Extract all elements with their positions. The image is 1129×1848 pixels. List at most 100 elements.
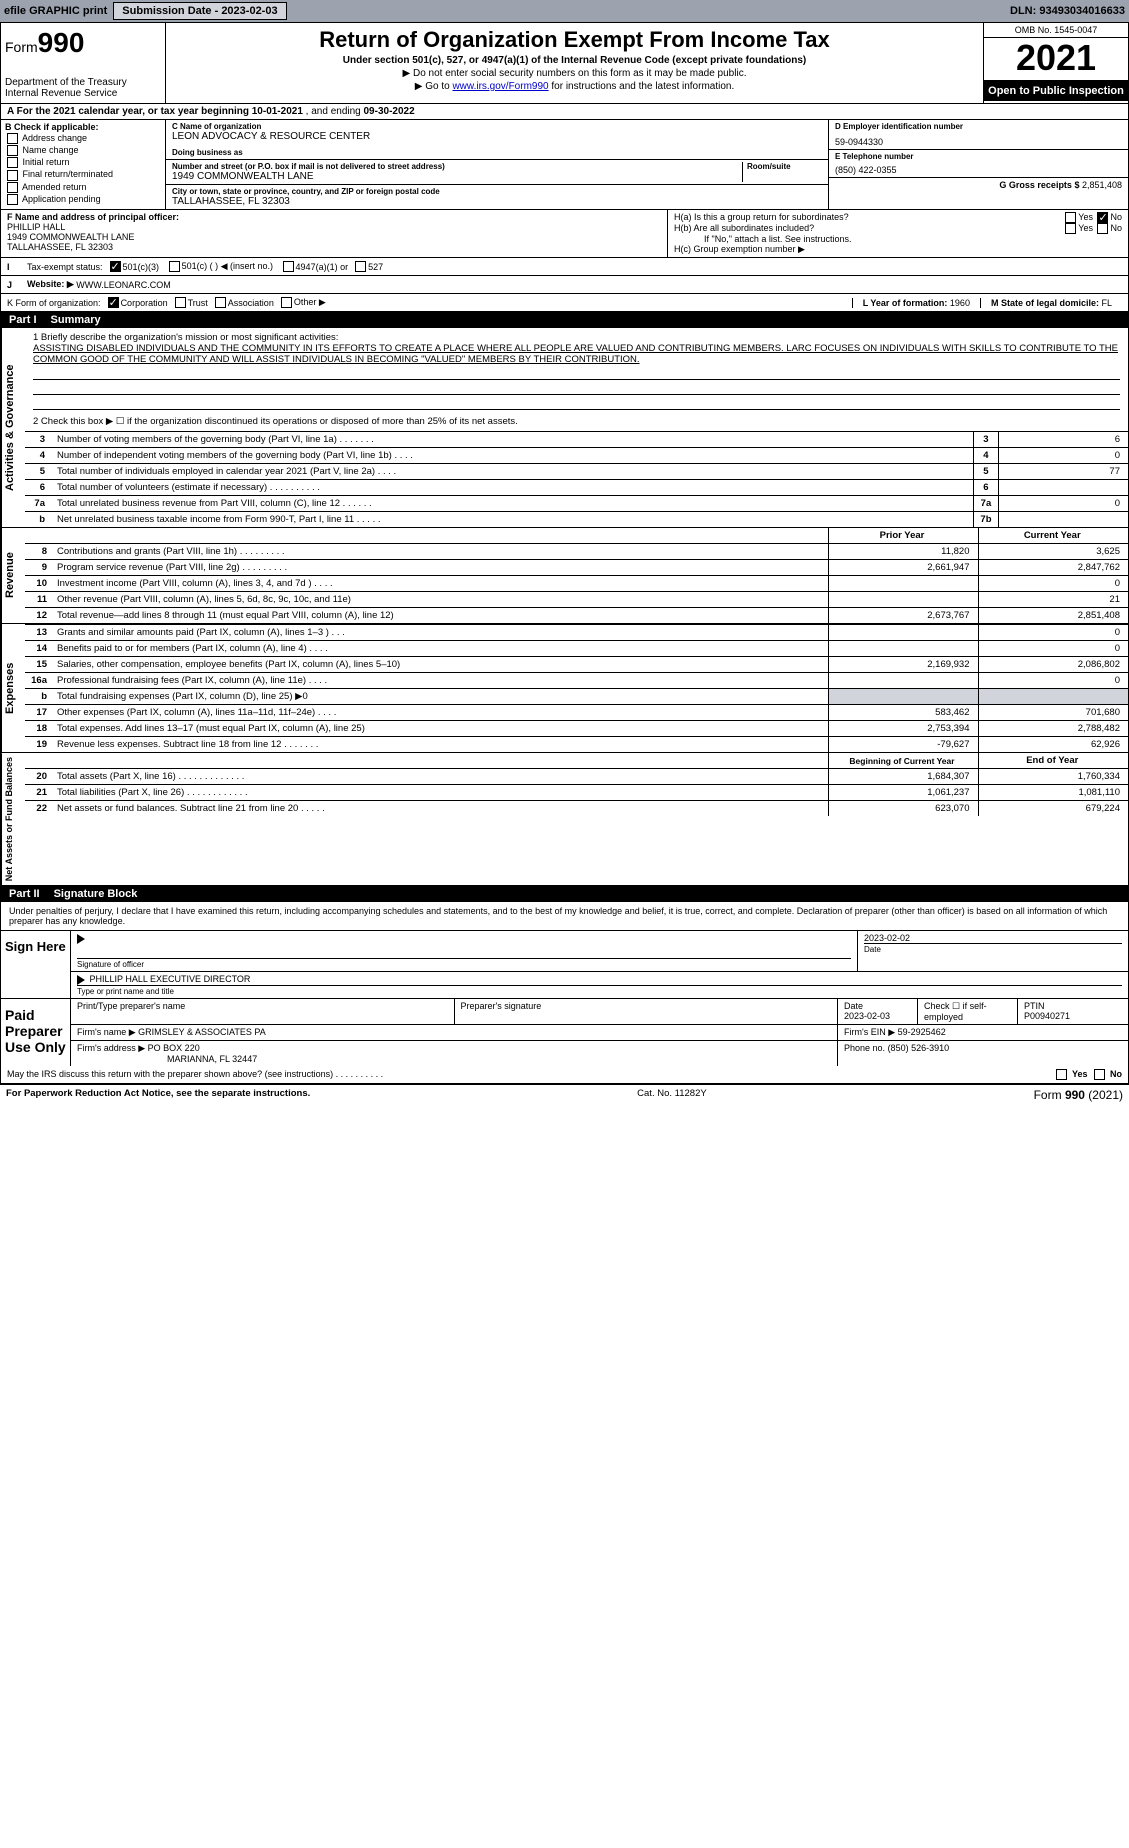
part2-header: Part II Signature Block	[1, 886, 1128, 902]
side-ag: Activities & Governance	[1, 328, 25, 527]
city-row: City or town, state or province, country…	[166, 185, 828, 209]
preparer-row: Paid Preparer Use Only Print/Type prepar…	[1, 998, 1128, 1066]
ptin-cell: PTINP00940271	[1018, 999, 1128, 1025]
gross-value: 2,851,408	[1082, 180, 1122, 190]
submission-date-button[interactable]: Submission Date - 2023-02-03	[113, 2, 286, 20]
ein-value: 59-0944330	[835, 137, 1122, 147]
chk-initial[interactable]: Initial return	[5, 157, 161, 168]
officer-street: 1949 COMMONWEALTH LANE	[7, 232, 134, 242]
j-lead: J	[7, 280, 27, 290]
part2-title: Signature Block	[54, 888, 138, 900]
table-row: 6Total number of volunteers (estimate if…	[25, 480, 1128, 496]
officer-label: F Name and address of principal officer:	[7, 212, 179, 222]
part2-num: Part II	[9, 888, 40, 900]
page-footer: For Paperwork Reduction Act Notice, see …	[0, 1084, 1129, 1105]
block-h: H(a) Is this a group return for subordin…	[668, 210, 1128, 257]
name-title: PHILLIP HALL EXECUTIVE DIRECTOR	[90, 974, 251, 984]
k-label: K Form of organization:	[7, 298, 101, 308]
officer-city: TALLAHASSEE, FL 32303	[7, 242, 113, 252]
chk-pending[interactable]: Application pending	[5, 194, 161, 205]
table-row: 11Other revenue (Part VIII, column (A), …	[25, 592, 1128, 608]
footer-left: For Paperwork Reduction Act Notice, see …	[6, 1088, 310, 1102]
table-row: 21Total liabilities (Part X, line 26) . …	[25, 785, 1128, 801]
ha-label: H(a) Is this a group return for subordin…	[674, 212, 849, 223]
tax-exempt-label: Tax-exempt status:	[27, 262, 103, 272]
period-row: A For the 2021 calendar year, or tax yea…	[1, 104, 1128, 120]
chk-other[interactable]	[281, 297, 292, 308]
blank-line	[33, 382, 1120, 395]
tax-year: 2021	[984, 38, 1128, 81]
header-right: OMB No. 1545-0047 2021 Open to Public In…	[983, 23, 1128, 103]
header-left: Form990 Department of the Treasury Inter…	[1, 23, 166, 103]
table-row: 22Net assets or fund balances. Subtract …	[25, 801, 1128, 817]
form-header: Form990 Department of the Treasury Inter…	[1, 23, 1128, 104]
chk-final[interactable]: Final return/terminated	[5, 169, 161, 180]
name-title-cell: PHILLIP HALL EXECUTIVE DIRECTOR Type or …	[71, 972, 1128, 998]
na-table: Beginning of Current YearEnd of Year 20T…	[25, 753, 1128, 816]
na-body: Beginning of Current YearEnd of Year 20T…	[25, 753, 1128, 885]
name-title-label: Type or print name and title	[77, 987, 174, 996]
ha-answer: Yes No	[1063, 212, 1122, 223]
sig-officer-label: Signature of officer	[77, 960, 144, 969]
chk-address[interactable]: Address change	[5, 133, 161, 144]
block-b: B Check if applicable: Address change Na…	[1, 120, 166, 209]
period-begin: 10-01-2021	[252, 106, 303, 117]
preparer-cells: Print/Type preparer's name Preparer's si…	[71, 999, 1128, 1066]
col-eoy: End of Year	[978, 753, 1128, 769]
block-bcde: B Check if applicable: Address change Na…	[1, 120, 1128, 210]
date-label: Date	[864, 945, 881, 954]
chk-no[interactable]	[1094, 1069, 1105, 1080]
block-c: C Name of organization LEON ADVOCACY & R…	[166, 120, 828, 209]
part1-ag: Activities & Governance 1 Briefly descri…	[1, 328, 1128, 528]
block-fh: F Name and address of principal officer:…	[1, 210, 1128, 258]
paid-preparer-label: Paid Preparer Use Only	[1, 999, 71, 1066]
dept-treasury: Department of the Treasury	[5, 77, 161, 88]
table-row: 7aTotal unrelated business revenue from …	[25, 496, 1128, 512]
block-b-header: B Check if applicable:	[5, 122, 99, 132]
chk-501c[interactable]	[169, 261, 180, 272]
chk-501c3[interactable]	[110, 261, 121, 272]
city-label: City or town, state or province, country…	[172, 187, 822, 196]
website-row: J Website: ▶ WWW.LEONARC.COM	[1, 276, 1128, 294]
prep-self-cell: Check ☐ if self-employed	[918, 999, 1018, 1025]
table-row: 4Number of independent voting members of…	[25, 448, 1128, 464]
goto-note: ▶ Go to www.irs.gov/Form990 for instruct…	[174, 81, 975, 92]
chk-yes[interactable]	[1056, 1069, 1067, 1080]
chk-corp[interactable]	[108, 297, 119, 308]
chk-trust[interactable]	[175, 297, 186, 308]
form-subtitle: Under section 501(c), 527, or 4947(a)(1)…	[174, 55, 975, 66]
may-irs-row: May the IRS discuss this return with the…	[1, 1066, 1128, 1083]
chk-assoc[interactable]	[215, 297, 226, 308]
part1-num: Part I	[9, 314, 37, 326]
na-header-row: Beginning of Current YearEnd of Year	[25, 753, 1128, 769]
part1-title: Summary	[51, 314, 101, 326]
q1-text: ASSISTING DISABLED INDIVIDUALS AND THE C…	[33, 343, 1120, 365]
header-mid: Return of Organization Exempt From Incom…	[166, 23, 983, 103]
goto-post: for instructions and the latest informat…	[549, 81, 735, 92]
org-name-row: C Name of organization LEON ADVOCACY & R…	[166, 120, 828, 160]
table-row: 3Number of voting members of the governi…	[25, 432, 1128, 448]
exp-body: 13Grants and similar amounts paid (Part …	[25, 624, 1128, 752]
tax-exempt-row: I Tax-exempt status: 501(c)(3) 501(c) ( …	[1, 258, 1128, 276]
line-k: K Form of organization: Corporation Trus…	[1, 294, 1128, 312]
table-row: 10Investment income (Part VIII, column (…	[25, 576, 1128, 592]
chk-name[interactable]: Name change	[5, 145, 161, 156]
dba-label: Doing business as	[172, 148, 822, 157]
firm-addr-cell: Firm's address ▶ PO BOX 220MARIANNA, FL …	[71, 1041, 838, 1066]
side-rev: Revenue	[1, 528, 25, 623]
i-lead: I	[7, 262, 27, 272]
blank-line	[33, 367, 1120, 380]
phone-label: E Telephone number	[835, 152, 1122, 161]
prep-name-cell: Print/Type preparer's name	[71, 999, 455, 1025]
irs-link[interactable]: www.irs.gov/Form990	[452, 81, 548, 92]
prep-sig-cell: Preparer's signature	[455, 999, 839, 1025]
org-name: LEON ADVOCACY & RESOURCE CENTER	[172, 131, 822, 142]
block-f: F Name and address of principal officer:…	[1, 210, 668, 257]
chk-527[interactable]	[355, 261, 366, 272]
chk-4947[interactable]	[283, 261, 294, 272]
open-public: Open to Public Inspection	[984, 81, 1128, 101]
sign-here-label: Sign Here	[1, 931, 71, 997]
chk-amended[interactable]: Amended return	[5, 182, 161, 193]
form-number: Form990	[5, 27, 161, 59]
period-mid: , and ending	[306, 106, 364, 117]
